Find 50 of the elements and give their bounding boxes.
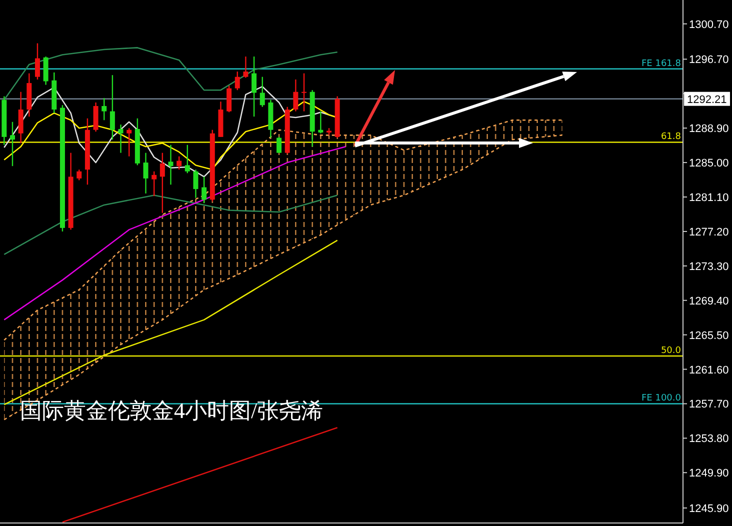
candlestick: [276, 136, 282, 154]
candlestick: [126, 128, 132, 157]
candlestick: [202, 176, 207, 204]
candlestick: [110, 74, 115, 140]
candlestick: [260, 76, 265, 108]
candlestick: [176, 156, 182, 170]
candlestick: [152, 170, 157, 197]
y-tick-label: 1249.90: [689, 468, 729, 480]
candlestick: [168, 144, 174, 186]
candlestick: [160, 152, 165, 214]
y-tick-label: 1257.70: [689, 398, 729, 411]
y-tick-label: 1253.80: [689, 433, 729, 446]
y-tick-label: 1285.00: [689, 158, 729, 170]
candlestick: [43, 56, 48, 86]
y-tick-label: 1288.90: [689, 123, 729, 136]
candlestick: [184, 144, 190, 174]
candlestick: [143, 152, 148, 194]
line-series: [4, 146, 346, 320]
line-series: [4, 194, 338, 256]
y-tick-label: 1296.70: [689, 54, 729, 66]
y-tick-label: 1245.90: [689, 502, 729, 515]
line-series: [4, 120, 563, 341]
candlestick: [34, 42, 40, 80]
candlestick: [252, 56, 257, 118]
candlestick: [10, 121, 15, 167]
candlestick: [226, 85, 232, 113]
text: 国际黄金伦敦金4小时图/张尧浠: [20, 398, 324, 423]
candlestick: [243, 56, 248, 78]
candlestick: [234, 70, 240, 91]
candlestick: [18, 91, 24, 144]
candlestick: [93, 102, 98, 132]
candlestick: [318, 110, 324, 134]
y-tick-label: 1281.10: [689, 192, 729, 204]
candlestick: [193, 169, 198, 198]
y-tick-label: 1300.70: [689, 18, 729, 31]
candlestick: [102, 97, 107, 121]
price-tag: 1292.21: [684, 92, 730, 106]
annotation: 50.0: [660, 346, 682, 356]
candlestick: [302, 72, 307, 112]
ref-line-label: FE 161.8: [642, 58, 682, 69]
ref-line-label: FE 100.0: [642, 394, 682, 404]
y-tick-label: 1277.20: [689, 226, 729, 238]
candlestick: [76, 169, 82, 181]
annotation: 61.8: [660, 132, 682, 142]
y-tick-label: 1265.50: [689, 330, 729, 342]
y-tick-label: 1269.40: [689, 295, 729, 308]
y-tick-label: 1273.30: [689, 260, 729, 273]
y-tick-label: 1261.60: [689, 364, 729, 376]
candlestick: [293, 78, 298, 112]
candlestick: [118, 124, 124, 154]
